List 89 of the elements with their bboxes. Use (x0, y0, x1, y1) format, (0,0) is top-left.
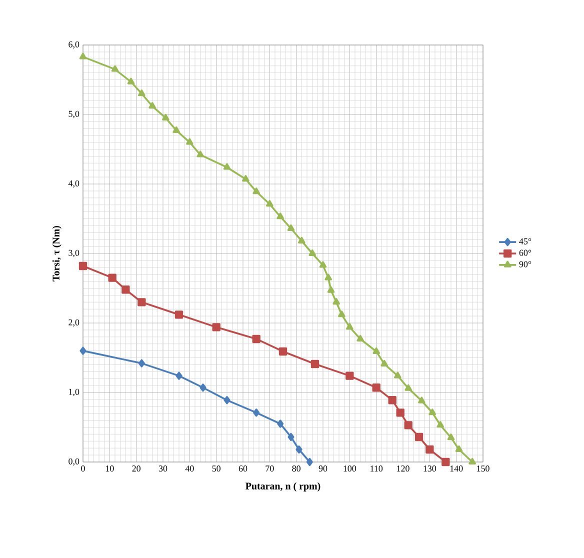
point (138, 298, 146, 306)
point (287, 224, 295, 231)
point (172, 126, 180, 133)
point (426, 445, 434, 454)
point (176, 372, 182, 380)
point (138, 90, 146, 96)
point (127, 78, 135, 84)
point (327, 286, 335, 293)
point (306, 458, 313, 466)
point (253, 408, 260, 417)
point (394, 372, 402, 378)
point (138, 359, 145, 368)
x-tick-label: 40 (185, 466, 194, 472)
point (372, 347, 380, 354)
point (212, 323, 220, 332)
x-tick-label: 0 (81, 466, 85, 472)
point (455, 445, 463, 452)
point (298, 236, 306, 244)
x-tick-label: 50 (212, 466, 220, 472)
point (428, 408, 436, 416)
y-tick-label: 2,0 (68, 319, 80, 327)
point (266, 200, 274, 207)
x-axis-title: Putaran, n ( rpm) (246, 482, 320, 492)
point (80, 346, 86, 355)
y-tick-label: 0,0 (68, 458, 80, 466)
point (346, 323, 354, 330)
y-tick-label: 3,0 (68, 250, 80, 258)
point (111, 65, 119, 72)
y-tick-label: 5,0 (68, 110, 80, 118)
point (332, 298, 340, 305)
point (108, 274, 116, 282)
x-tick-label: 30 (158, 466, 168, 472)
point (122, 286, 130, 294)
point (278, 347, 288, 356)
legend-label: 60° (519, 250, 532, 256)
point (276, 212, 284, 220)
x-tick-label: 120 (397, 466, 410, 472)
x-tick-label: 90 (318, 466, 328, 472)
point (324, 274, 332, 280)
point (319, 261, 327, 268)
point (277, 420, 284, 428)
point (200, 384, 206, 392)
point (308, 249, 316, 256)
point (388, 396, 396, 404)
point (288, 432, 294, 442)
point (380, 360, 388, 366)
point (442, 458, 450, 466)
x-tick-label: 150 (477, 466, 490, 472)
point (404, 384, 412, 391)
point (79, 52, 87, 60)
point (468, 458, 476, 464)
x-tick-label: 80 (292, 466, 300, 472)
y-axis-title: Torsi, τ (Nm) (52, 226, 62, 282)
point (346, 372, 354, 380)
point (414, 432, 424, 442)
point (196, 150, 204, 158)
point (252, 188, 260, 194)
x-tick-label: 140 (450, 466, 463, 472)
y-tick-label: 1,0 (69, 388, 80, 396)
point (404, 421, 412, 430)
point (224, 396, 230, 404)
point (356, 334, 364, 342)
point (338, 310, 346, 318)
point (242, 175, 250, 182)
point (447, 434, 455, 440)
point (418, 396, 426, 404)
x-tick-label: 100 (344, 466, 356, 472)
point (78, 262, 88, 270)
point (310, 360, 320, 368)
x-tick-label: 20 (132, 466, 140, 472)
point (148, 102, 156, 109)
x-tick-label: 10 (106, 466, 114, 472)
point (186, 138, 194, 145)
legend-label: 45° (519, 238, 532, 244)
point (223, 163, 231, 170)
point (372, 384, 380, 392)
point (252, 334, 260, 344)
point (296, 445, 302, 454)
point (174, 310, 184, 319)
x-tick-label: 70 (266, 466, 274, 472)
point (396, 408, 404, 417)
x-tick-label: 60 (238, 466, 248, 472)
x-tick-label: 130 (424, 466, 436, 472)
point (436, 421, 444, 428)
y-tick-label: 4,0 (68, 180, 80, 188)
y-tick-label: 6,0 (68, 41, 80, 49)
point (162, 114, 170, 120)
x-tick-label: 110 (370, 466, 383, 472)
legend-label: 90° (519, 261, 532, 268)
